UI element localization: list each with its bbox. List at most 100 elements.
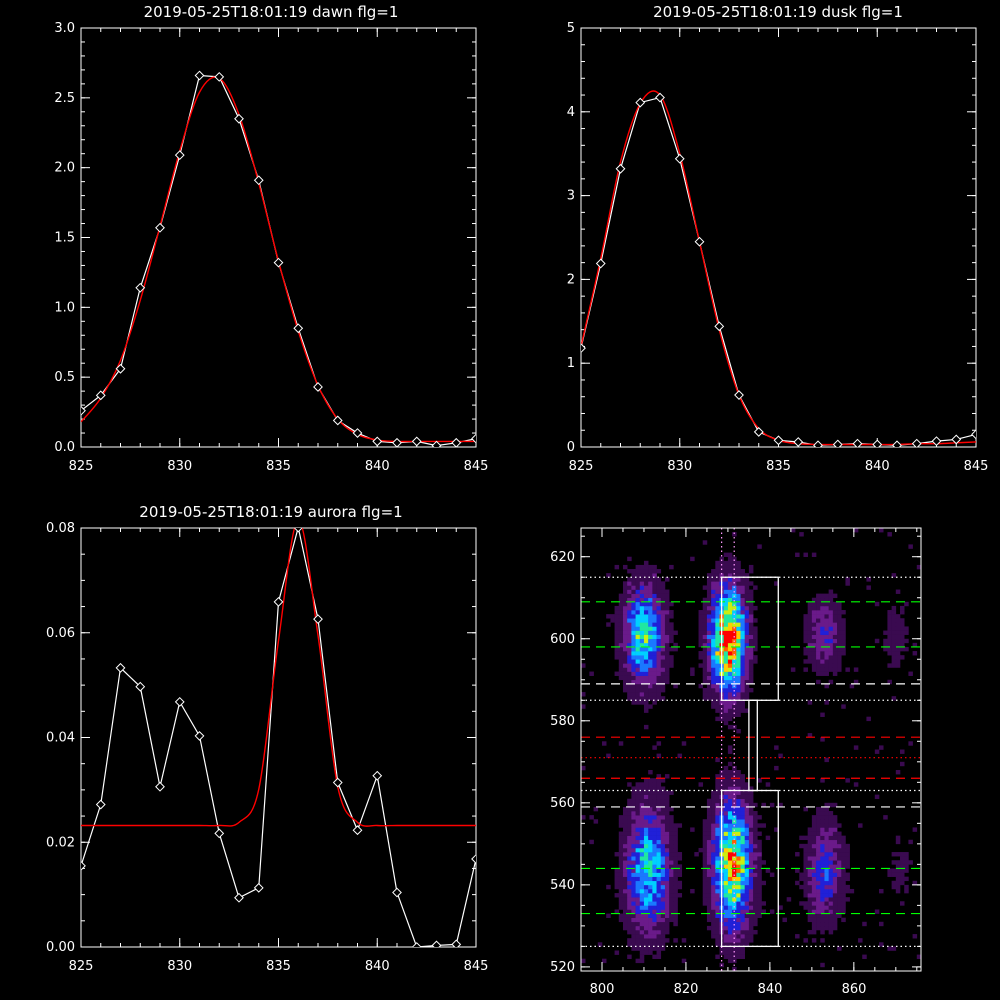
heatmap-cell [900, 761, 905, 767]
heatmap-cell [631, 946, 636, 951]
heatmap-cell [664, 610, 670, 615]
heatmap-cell [643, 589, 649, 594]
heatmap-cell [660, 581, 666, 586]
heatmap-cell [727, 835, 733, 841]
heatmap-cell [744, 593, 750, 599]
heatmap-cell [643, 597, 649, 603]
heatmap-cell [648, 934, 653, 939]
heatmap-cell [748, 655, 754, 660]
heatmap-cell [828, 839, 834, 845]
heatmap-cell [635, 634, 641, 640]
heatmap-cell [816, 872, 821, 877]
heatmap-cell [631, 925, 636, 931]
heatmap-cell [841, 860, 846, 865]
heatmap-cell [895, 663, 901, 668]
heatmap-cell [622, 897, 628, 902]
heatmap-cell [669, 852, 674, 857]
heatmap-cell [816, 888, 821, 894]
heatmap-cell [639, 700, 645, 705]
heatmap-cell [895, 880, 901, 886]
heatmap-cell [736, 679, 741, 685]
heatmap-cell [816, 610, 821, 615]
heatmap-cell [711, 692, 716, 697]
heatmap-cell [706, 659, 712, 664]
heatmap-cell [648, 831, 653, 836]
heatmap-cell [639, 929, 645, 935]
heatmap-cell [748, 839, 754, 845]
heatmap-cell [635, 671, 641, 676]
heatmap-cell [895, 634, 901, 640]
heatmap-cell [669, 860, 674, 865]
heatmap-cell [711, 581, 716, 586]
heatmap-cell [811, 618, 817, 623]
heatmap-cell [748, 823, 754, 828]
heatmap-cell [727, 823, 733, 828]
heatmap-cell [698, 655, 704, 660]
heatmap-cell [631, 794, 636, 800]
heatmap-cell [723, 794, 729, 800]
heatmap-cell [656, 610, 662, 615]
heatmap-cell [753, 835, 758, 841]
heatmap-cell [711, 905, 716, 910]
heatmap-cell [618, 675, 624, 681]
heatmap-cell [711, 897, 716, 902]
heatmap-cell [748, 901, 754, 906]
heatmap-cell [719, 564, 725, 570]
heatmap-cell [891, 642, 897, 648]
heatmap-cell [660, 934, 666, 939]
heatmap-cell [664, 827, 670, 832]
heatmap-cell [652, 831, 657, 836]
heatmap-cell [631, 569, 636, 574]
heatmap-cell [648, 921, 653, 927]
heatmap-cell [786, 897, 792, 902]
heatmap-cell [715, 675, 720, 681]
heatmap-cell [824, 802, 829, 808]
heatmap-cell [643, 614, 649, 619]
heatmap-cell [727, 958, 733, 964]
heatmap-cell [669, 634, 674, 640]
heatmap-cell [664, 823, 670, 828]
heatmap-cell [723, 630, 729, 635]
heatmap-cell [727, 852, 733, 857]
y-tick-label: 1.5 [54, 231, 75, 246]
heatmap-cell [740, 605, 746, 611]
heatmap-cell [643, 835, 649, 841]
heatmap-cell [853, 679, 859, 685]
heatmap-cell [900, 876, 905, 882]
data-point-marker [174, 150, 185, 161]
heatmap-cell [744, 667, 750, 672]
heatmap-cell [883, 630, 888, 635]
heatmap-cell [841, 638, 846, 644]
heatmap-cell [816, 593, 821, 599]
heatmap-cell [702, 601, 708, 607]
heatmap-cell [702, 675, 708, 681]
heatmap-cell [622, 811, 628, 816]
heatmap-cell [744, 638, 750, 644]
heatmap-cell [631, 917, 636, 923]
heatmap-cell [736, 843, 741, 849]
heatmap-cell [824, 905, 829, 910]
heatmap-cell [727, 909, 733, 914]
heatmap-cell [660, 610, 666, 615]
heatmap-cell [635, 913, 641, 918]
heatmap-cell [736, 827, 741, 832]
heatmap-cell [732, 921, 737, 927]
heatmap-cell [727, 712, 733, 717]
heatmap-cell [753, 852, 758, 857]
heatmap-cell [811, 552, 817, 558]
heatmap-cell [727, 671, 733, 676]
heatmap-cell [706, 819, 712, 824]
heatmap-cell [711, 634, 716, 640]
heatmap-cell [635, 847, 641, 853]
heatmap-cell [660, 671, 666, 676]
heatmap-cell [757, 901, 762, 906]
heatmap-cell [618, 917, 624, 923]
heatmap-cell [837, 909, 842, 914]
heatmap-cell [664, 622, 670, 627]
heatmap-cell [656, 819, 662, 824]
heatmap-cell [660, 917, 666, 923]
heatmap-cell [744, 601, 750, 607]
heatmap-cell [618, 597, 624, 603]
data-point-marker [372, 770, 383, 781]
heatmap-cell [648, 778, 653, 783]
